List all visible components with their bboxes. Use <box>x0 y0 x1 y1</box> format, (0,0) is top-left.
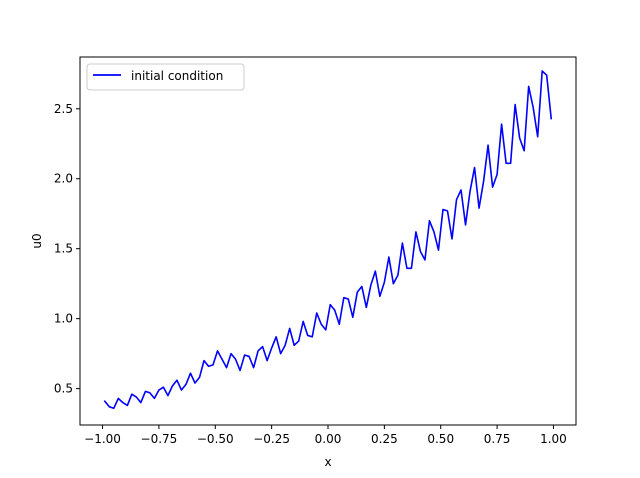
y-axis-ticks: 0.5 1.0 1.5 2.0 2.5 <box>54 102 80 396</box>
x-axis-label: x <box>324 455 331 469</box>
x-tick-label: −0.75 <box>141 432 178 446</box>
y-tick-label: 1.0 <box>54 312 73 326</box>
x-tick-label: 0.50 <box>427 432 454 446</box>
x-tick-label: −0.25 <box>253 432 290 446</box>
x-tick-label: 0.75 <box>484 432 511 446</box>
x-tick-label: −0.50 <box>197 432 234 446</box>
series-line-initial-condition <box>103 70 553 410</box>
y-axis-label: u0 <box>30 233 44 248</box>
legend-label: initial condition <box>131 69 223 83</box>
y-tick-label: 1.5 <box>54 242 73 256</box>
y-tick-label: 2.5 <box>54 102 73 116</box>
y-tick-label: 0.5 <box>54 382 73 396</box>
series-layer <box>103 70 553 410</box>
x-tick-label: 0.00 <box>315 432 342 446</box>
x-tick-label: 0.25 <box>371 432 398 446</box>
y-tick-label: 2.0 <box>54 172 73 186</box>
legend-box <box>86 63 245 91</box>
x-axis-ticks: −1.00 −0.75 −0.50 −0.25 0.00 0.25 0.50 0.75 1.00 <box>84 425 567 446</box>
x-tick-label: 1.00 <box>540 432 567 446</box>
legend: initial condition <box>86 63 245 91</box>
x-tick-label: −1.00 <box>84 432 121 446</box>
